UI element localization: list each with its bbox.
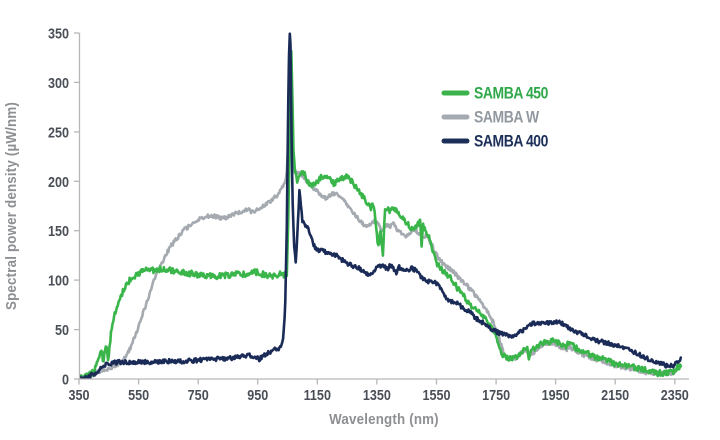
svg-text:150: 150 (48, 222, 69, 239)
svg-text:1550: 1550 (422, 386, 450, 403)
svg-text:1750: 1750 (482, 386, 510, 403)
svg-text:350: 350 (48, 24, 69, 41)
svg-text:50: 50 (55, 321, 69, 338)
svg-text:Wavelength (nm): Wavelength (nm) (329, 410, 439, 427)
svg-text:1150: 1150 (304, 386, 332, 403)
svg-text:950: 950 (247, 386, 268, 403)
svg-text:250: 250 (48, 123, 69, 140)
svg-text:300: 300 (48, 74, 69, 91)
svg-text:1950: 1950 (542, 386, 570, 403)
svg-text:350: 350 (68, 386, 89, 403)
svg-text:2350: 2350 (661, 386, 689, 403)
svg-text:750: 750 (188, 386, 209, 403)
svg-text:100: 100 (48, 272, 69, 289)
svg-text:Spectral power density (µW/nm): Spectral power density (µW/nm) (2, 102, 19, 310)
svg-text:550: 550 (128, 386, 149, 403)
svg-text:SAMBA W: SAMBA W (474, 108, 539, 127)
svg-text:200: 200 (48, 173, 69, 190)
svg-text:SAMBA 450: SAMBA 450 (474, 84, 548, 103)
svg-text:1350: 1350 (363, 386, 391, 403)
svg-text:SAMBA 400: SAMBA 400 (474, 132, 548, 151)
svg-text:2150: 2150 (601, 386, 629, 403)
